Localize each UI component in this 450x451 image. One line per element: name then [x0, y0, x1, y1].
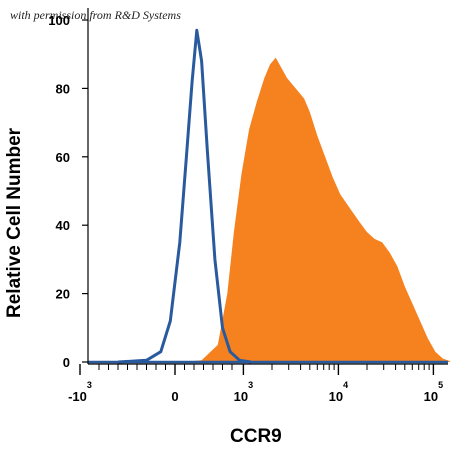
x-tick-label: 105 [424, 380, 443, 404]
plot-layer [88, 28, 450, 364]
x-tick-label: -103 [68, 380, 92, 404]
x-tick-label: 104 [329, 380, 348, 404]
y-tick-label: 100 [48, 13, 70, 28]
x-tick-label: 103 [234, 380, 253, 404]
y-axis-label: Relative Cell Number [4, 127, 25, 318]
y-tick-label: 60 [56, 150, 70, 165]
series-0-filled-histogram [182, 57, 450, 362]
y-tick-label: 20 [56, 287, 70, 302]
x-tick-layer: -103 0 103 104 105 [68, 364, 443, 404]
x-tick-label: 0 [171, 389, 178, 404]
credit-text: with permission from R&D Systems [10, 8, 181, 22]
x-axis-label: CCR9 [230, 426, 282, 447]
y-tick-layer: 0 20 40 60 80 100 [48, 13, 88, 370]
y-tick-label: 40 [56, 218, 70, 233]
y-tick-label: 80 [56, 81, 70, 96]
y-tick-label: 0 [63, 355, 70, 370]
series-1-line-histogram [117, 28, 252, 364]
